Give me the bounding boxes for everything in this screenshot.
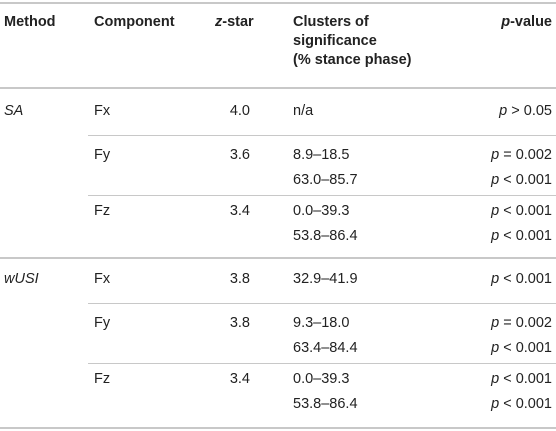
pvalue-symbol: p [499, 103, 508, 119]
zstar-cell: 3.4 [229, 203, 250, 219]
pvalue-text: < 0.001 [503, 228, 552, 244]
header-bottom-rule [0, 87, 556, 89]
header-zstar-rest: -star [222, 14, 254, 30]
pvalue-cell: p < 0.001 [491, 370, 552, 389]
method-label: wUSI [4, 271, 39, 287]
header-method: Method [4, 14, 56, 30]
pvalue-text: < 0.001 [503, 340, 552, 356]
row-divider [88, 303, 556, 304]
component-cell: Fy [94, 147, 111, 163]
pvalue-symbol: p [491, 228, 500, 244]
zstar-cell: 4.0 [229, 103, 250, 119]
pvalue-text: = 0.002 [503, 315, 552, 331]
pvalue-cell: p = 0.002 [491, 314, 552, 333]
zstar-cell: 3.8 [229, 271, 250, 287]
cluster-cell: 53.8–86.4 [293, 396, 358, 412]
component-cell: Fz [94, 203, 111, 219]
zstar-cell: 3.6 [229, 147, 250, 163]
cluster-cell: 8.9–18.5 [293, 147, 350, 163]
pvalue-cell: p < 0.001 [491, 202, 552, 221]
pvalue-symbol: p [491, 371, 500, 387]
cluster-cell: 63.0–85.7 [293, 172, 358, 188]
pvalue-cell: p < 0.001 [491, 227, 552, 246]
pvalue-text: < 0.001 [503, 371, 552, 387]
cluster-cell: 0.0–39.3 [293, 203, 350, 219]
cluster-cell: 32.9–41.9 [293, 271, 358, 287]
cluster-cell: 63.4–84.4 [293, 340, 358, 356]
header-pvalue-italic: p [501, 14, 511, 30]
pvalue-symbol: p [491, 340, 500, 356]
table-bottom-rule [0, 427, 556, 429]
pvalue-text: < 0.001 [503, 172, 552, 188]
header-clusters-line2: significance [293, 33, 377, 49]
pvalue-symbol: p [491, 172, 500, 188]
pvalue-symbol: p [491, 271, 500, 287]
zstar-cell: 3.4 [229, 371, 250, 387]
row-divider [88, 363, 556, 364]
pvalue-text: < 0.001 [503, 396, 552, 412]
header-pvalue: p-value [501, 13, 552, 32]
pvalue-symbol: p [491, 147, 500, 163]
pvalue-cell: p < 0.001 [491, 395, 552, 414]
pvalue-text: < 0.001 [503, 271, 552, 287]
pvalue-cell: p < 0.001 [491, 171, 552, 190]
header-clusters-line3: (% stance phase) [293, 52, 412, 68]
component-cell: Fy [94, 315, 111, 331]
group-divider [0, 257, 556, 259]
pvalue-symbol: p [491, 315, 500, 331]
table-top-rule [0, 2, 556, 4]
cluster-cell: n/a [293, 103, 314, 119]
header-zstar: z-star [215, 13, 254, 32]
header-zstar-italic: z [215, 14, 223, 30]
component-cell: Fz [94, 371, 111, 387]
pvalue-cell: p = 0.002 [491, 146, 552, 165]
pvalue-text: > 0.05 [511, 103, 552, 119]
cluster-cell: 9.3–18.0 [293, 315, 350, 331]
pvalue-text: = 0.002 [503, 147, 552, 163]
zstar-cell: 3.8 [229, 315, 250, 331]
pvalue-text: < 0.001 [503, 203, 552, 219]
pvalue-cell: p < 0.001 [491, 270, 552, 289]
pvalue-cell: p > 0.05 [499, 102, 552, 121]
pvalue-cell: p < 0.001 [491, 339, 552, 358]
pvalue-symbol: p [491, 396, 500, 412]
row-divider [88, 135, 556, 136]
pvalue-symbol: p [491, 203, 500, 219]
cluster-cell: 53.8–86.4 [293, 228, 358, 244]
header-pvalue-rest: -value [510, 14, 552, 30]
cluster-cell: 0.0–39.3 [293, 371, 350, 387]
header-component: Component [94, 14, 175, 30]
header-clusters-line1: Clusters of [293, 14, 369, 30]
component-cell: Fx [94, 103, 111, 119]
row-divider [88, 195, 556, 196]
method-label: SA [4, 103, 24, 119]
component-cell: Fx [94, 271, 111, 287]
